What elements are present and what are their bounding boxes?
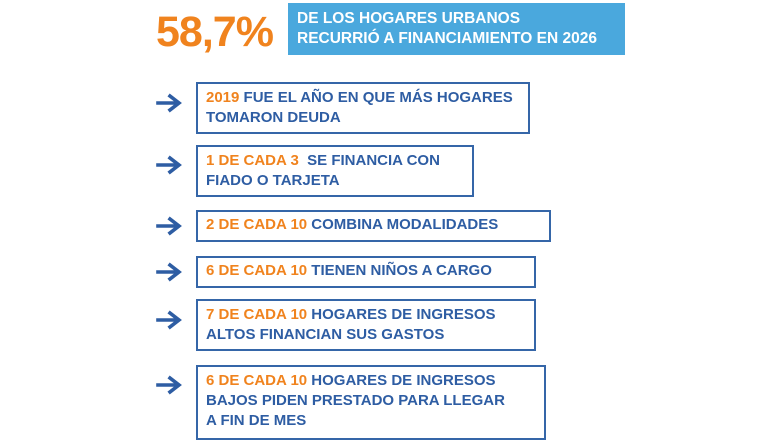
fact-6-line-1: 6 DE CADA 10 HOGARES DE INGRESOS (206, 371, 536, 391)
fact-5-highlight: 7 DE CADA 10 (206, 306, 308, 323)
fact-box-3: 2 DE CADA 10 COMBINA MODALIDADES (196, 210, 551, 242)
arrow-right-icon (156, 93, 182, 113)
fact-5-line-1: 7 DE CADA 10 HOGARES DE INGRESOS (206, 305, 526, 325)
fact-box-4: 6 DE CADA 10 TIENEN NIÑOS A CARGO (196, 256, 536, 288)
banner-line-1: DE LOS HOGARES URBANOS (297, 10, 521, 27)
headline: 58,7% (156, 6, 274, 58)
banner-line-2: RECURRIÓ A FINANCIAMIENTO EN 2026 (297, 30, 597, 47)
fact-3-line-1: 2 DE CADA 10 COMBINA MODALIDADES (206, 215, 541, 235)
fact-4-line-1: 6 DE CADA 10 TIENEN NIÑOS A CARGO (206, 261, 526, 281)
fact-box-5: 7 DE CADA 10 HOGARES DE INGRESOS ALTOS F… (196, 299, 536, 351)
fact-6-line-2: BAJOS PIDEN PRESTADO PARA LLEGAR (206, 392, 505, 409)
fact-3-text-1: COMBINA MODALIDADES (307, 216, 499, 233)
fact-1-highlight: 2019 (206, 89, 240, 106)
fact-4-highlight: 6 DE CADA 10 (206, 262, 308, 279)
headline-percentage: 58,7% (156, 7, 274, 56)
fact-6-highlight: 6 DE CADA 10 (206, 372, 308, 389)
arrow-right-icon (156, 262, 182, 282)
fact-1-line-1: 2019 FUE EL AÑO EN QUE MÁS HOGARES (206, 88, 520, 108)
fact-6-text-1: HOGARES DE INGRESOS (307, 372, 496, 389)
fact-box-6: 6 DE CADA 10 HOGARES DE INGRESOS BAJOS P… (196, 365, 546, 440)
fact-1-line-2: TOMARON DEUDA (206, 109, 341, 126)
fact-6-line-3: A FIN DE MES (206, 412, 307, 429)
fact-5-text-1: HOGARES DE INGRESOS (307, 306, 496, 323)
arrow-right-icon (156, 375, 182, 395)
fact-2-line-1: 1 DE CADA 3 SE FINANCIA CON (206, 151, 464, 171)
arrow-right-icon (156, 310, 182, 330)
arrow-right-icon (156, 155, 182, 175)
fact-2-text-1: SE FINANCIA CON (298, 152, 440, 169)
fact-1-text-1: FUE EL AÑO EN QUE MÁS HOGARES (239, 89, 513, 106)
fact-box-1: 2019 FUE EL AÑO EN QUE MÁS HOGARES TOMAR… (196, 82, 530, 134)
fact-5-line-2: ALTOS FINANCIAN SUS GASTOS (206, 326, 445, 343)
fact-box-2: 1 DE CADA 3 SE FINANCIA CON FIADO O TARJ… (196, 145, 474, 197)
fact-2-line-2: FIADO O TARJETA (206, 172, 340, 189)
fact-3-highlight: 2 DE CADA 10 (206, 216, 308, 233)
fact-2-highlight: 1 DE CADA 3 (206, 152, 299, 169)
fact-4-text-1: TIENEN NIÑOS A CARGO (307, 262, 492, 279)
arrow-right-icon (156, 216, 182, 236)
headline-banner: DE LOS HOGARES URBANOS RECURRIÓ A FINANC… (288, 3, 625, 55)
